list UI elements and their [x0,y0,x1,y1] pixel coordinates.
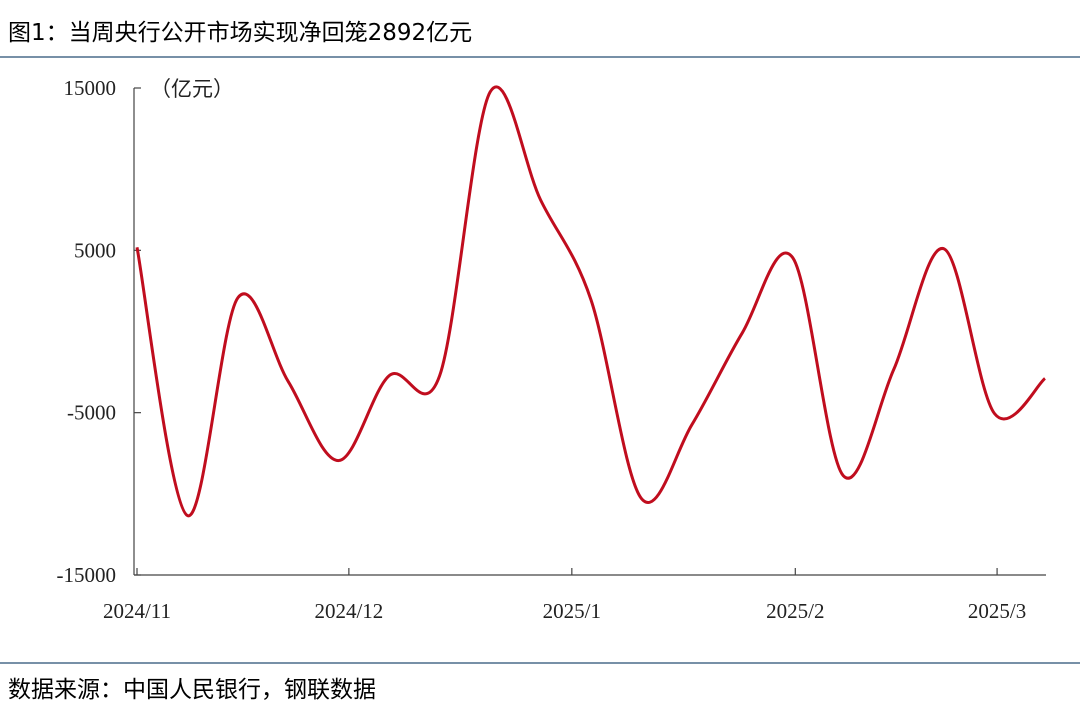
x-tick-label: 2025/1 [543,599,601,623]
chart-title: 图1：当周央行公开市场实现净回笼2892亿元 [8,20,472,46]
x-tick-label: 2024/11 [103,599,171,623]
y-tick-label: -5000 [67,401,116,425]
source-note: 数据来源：中国人民银行，钢联数据 [8,677,376,703]
y-tick-label: 5000 [74,238,116,262]
unit-label: （亿元） [150,77,234,101]
y-tick-label: 15000 [64,76,117,100]
x-tick-label: 2025/3 [968,599,1026,623]
x-tick-label: 2025/2 [766,599,824,623]
y-tick-label: -15000 [57,563,117,587]
x-tick-label: 2024/12 [314,599,383,623]
line-series [135,85,1047,518]
